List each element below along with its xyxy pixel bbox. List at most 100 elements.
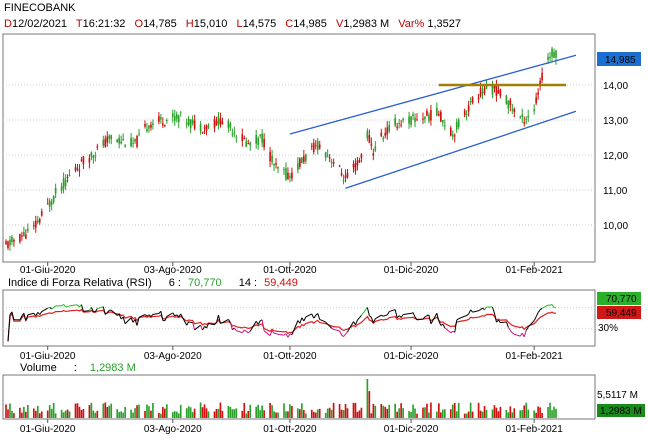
rsi6-segment	[313, 315, 317, 319]
volume-bar	[74, 403, 77, 418]
candle-body	[356, 160, 359, 166]
volume-bar	[152, 402, 154, 418]
rsi-level-label: 30%	[598, 323, 618, 334]
volume-bar	[11, 410, 13, 418]
volume-bar	[247, 410, 250, 418]
candle-body	[173, 115, 176, 121]
candle-body	[162, 123, 164, 126]
var-label: Var%	[398, 18, 424, 30]
candle-body	[189, 119, 192, 129]
volume-bar	[245, 413, 248, 418]
candle-body	[386, 127, 389, 135]
price-panel[interactable]	[2, 33, 596, 263]
rsi6-segment	[134, 319, 138, 326]
candle-body	[497, 90, 500, 94]
volume-bar	[175, 411, 178, 418]
candle-body	[436, 107, 438, 116]
price-y-tick-label: 13,00	[603, 116, 628, 127]
candle-body	[384, 132, 387, 136]
volume-bar	[219, 402, 222, 418]
rsi6-segment	[523, 330, 527, 337]
candle-body	[78, 170, 81, 172]
volume-bar	[102, 403, 105, 418]
candle-body	[116, 139, 119, 143]
volume-bar	[130, 409, 132, 418]
candle-body	[241, 134, 244, 142]
rsi6-segment	[319, 318, 326, 323]
candle-body	[370, 143, 373, 146]
candle-body	[243, 138, 246, 140]
candle-body	[146, 128, 148, 132]
volume-bar	[312, 411, 315, 418]
volume-bar	[366, 379, 369, 418]
candle-body	[273, 163, 275, 166]
candle-body	[493, 85, 496, 89]
candle-body	[187, 118, 190, 126]
candle-body	[426, 110, 428, 116]
rsi6-segment	[261, 319, 265, 331]
rsi6-tag-label: 70,770	[606, 294, 637, 305]
volume-bar	[249, 404, 252, 418]
volume-bar	[324, 412, 327, 418]
volume-bar	[46, 410, 49, 418]
volume-bar	[19, 407, 21, 418]
volume-bar	[352, 402, 355, 418]
volume-bar	[318, 408, 321, 418]
volume-bar	[104, 402, 107, 418]
candle-body	[21, 235, 23, 237]
candle-body	[519, 116, 522, 118]
candle-body	[453, 135, 456, 137]
volume-bar	[90, 402, 93, 418]
rsi-series	[7, 304, 557, 342]
candle-body	[509, 99, 512, 106]
candle-body	[136, 136, 138, 147]
x-tick-label: 03-Ago-2020	[144, 351, 202, 362]
candle-body	[366, 130, 369, 139]
candle-body	[422, 118, 424, 120]
rsi6-segment	[325, 321, 329, 325]
volume-bar	[62, 412, 65, 418]
rsi6-box	[597, 292, 641, 305]
volume-bar	[287, 411, 289, 418]
volume-bar	[233, 409, 236, 418]
volume-bar	[314, 412, 317, 418]
rsi-panel[interactable]	[2, 289, 596, 347]
rsi6-segment	[271, 330, 275, 334]
candle-body	[74, 167, 77, 171]
candle-body	[505, 95, 508, 104]
volume-value: 1,2983 M	[343, 18, 389, 30]
volume-bar	[541, 412, 543, 418]
rsi6-segment	[438, 320, 442, 326]
volume-bar	[235, 408, 238, 418]
rsi6-segment	[215, 314, 219, 323]
candle-body	[217, 116, 220, 124]
rsi6-segment	[285, 333, 289, 338]
volume-bar	[257, 404, 259, 418]
volume-bar	[479, 410, 482, 418]
rsi6-segment	[104, 312, 108, 315]
x-tick-label: 01-Dic-2020	[384, 424, 439, 435]
rsi6-segment	[509, 330, 513, 334]
rsi6-segment	[299, 317, 303, 324]
candle-body	[402, 118, 404, 121]
volume-bar	[40, 411, 43, 418]
rsi6-label: 6 :	[169, 277, 181, 289]
rsi6-segment	[35, 312, 39, 317]
rsi6-segment	[493, 313, 497, 323]
candle-body	[219, 118, 222, 126]
candle-body	[400, 124, 402, 126]
volume-bar	[553, 406, 555, 418]
volume-bar	[138, 404, 140, 418]
candle-body	[283, 169, 285, 171]
candle-body	[90, 152, 93, 157]
rsi6-segment	[430, 313, 438, 325]
rsi6-segment	[174, 314, 177, 317]
candle-body	[297, 162, 299, 171]
candle-body	[301, 157, 303, 164]
rsi6-segment	[416, 318, 424, 321]
x-tick-label: 01-Giu-2020	[20, 424, 76, 435]
candle-body	[88, 158, 91, 163]
candle-body	[310, 145, 313, 147]
volume-bar	[60, 409, 63, 418]
